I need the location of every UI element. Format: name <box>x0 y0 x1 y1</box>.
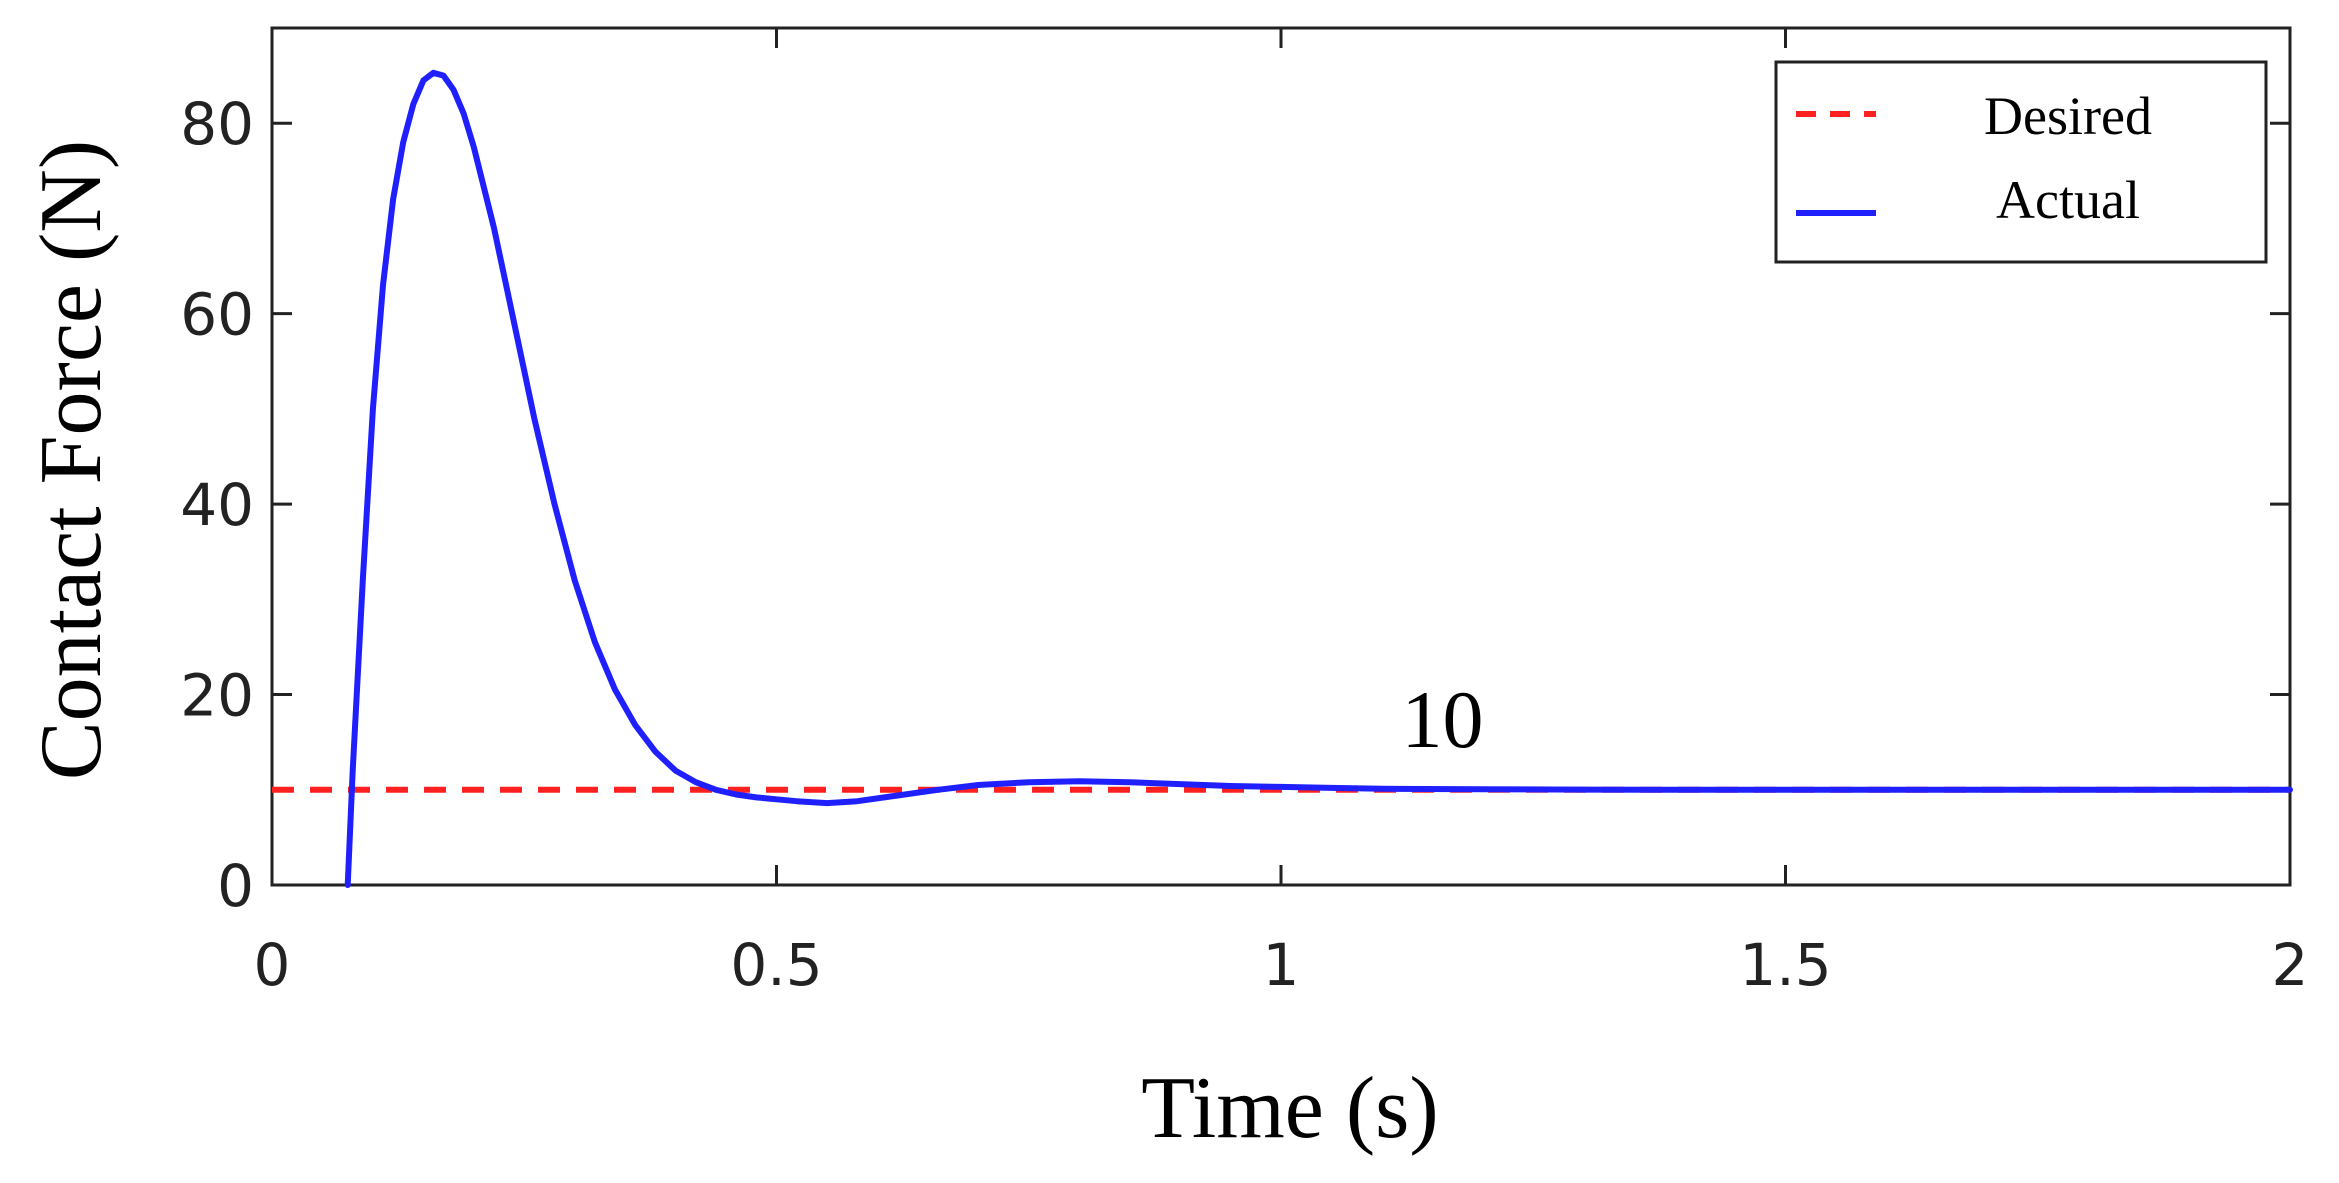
x-tick-label: 1.5 <box>1739 931 1831 999</box>
series-line-actual <box>344 69 2293 888</box>
series-layer <box>272 69 2293 888</box>
x-tick-label: 1 <box>1263 931 1300 999</box>
x-axis-ticks: 0 0.5 1 1.5 2 <box>254 28 2309 999</box>
y-tick-label: 60 <box>180 281 254 349</box>
y-tick-label: 40 <box>180 471 254 539</box>
legend-actual-label: Actual <box>1996 170 2140 230</box>
legend-desired-label: Desired <box>1984 86 2152 146</box>
y-tick-label: 80 <box>180 90 254 158</box>
annotation-label: 10 <box>1401 674 1483 765</box>
y-axis-title: Contact Force (N) <box>23 140 120 780</box>
x-tick-label: 2 <box>2272 931 2309 999</box>
y-tick-label: 0 <box>217 852 254 920</box>
x-tick-label: 0.5 <box>730 931 822 999</box>
y-axis-ticks: 0 20 40 60 80 <box>180 90 2290 920</box>
legend-box <box>1774 60 2268 264</box>
y-tick-label: 20 <box>180 662 254 730</box>
x-tick-label: 0 <box>254 931 291 999</box>
x-axis-title: Time (s) <box>1141 1060 1438 1157</box>
legend: Desired Actual <box>1774 60 2268 264</box>
